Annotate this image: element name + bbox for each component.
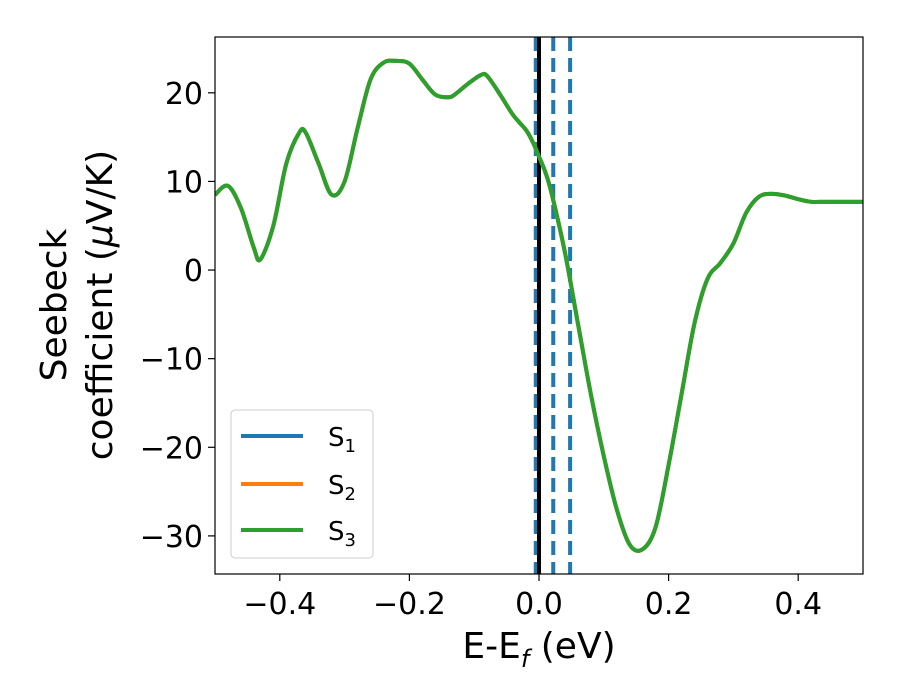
legend: S1 S2 S3: [230, 409, 374, 559]
y-tick-label: 10: [165, 165, 203, 200]
x-axis-title-main: E-E: [462, 626, 520, 667]
y-axis-title-post: V/K): [80, 150, 121, 224]
x-axis-ticks: −0.4 −0.2 0.0 0.2 0.4: [243, 574, 822, 622]
y-axis-title: Seebeck coefficient (μV/K): [34, 150, 121, 460]
x-tick-label: 0.2: [645, 587, 693, 622]
legend-label-s3-name: S: [328, 517, 345, 547]
legend-label-s3: S3: [328, 517, 356, 551]
legend-label-s1-sub: 1: [345, 436, 356, 457]
legend-label-s1-name: S: [328, 423, 345, 453]
plot-frame: [214, 36, 864, 575]
y-tick-label: 0: [184, 254, 203, 289]
y-tick-label: −30: [140, 520, 203, 555]
y-axis-title-mu: μ: [80, 224, 121, 248]
y-tick-label: 20: [165, 77, 203, 112]
x-axis-title-unit: (eV): [529, 626, 615, 667]
y-tick-label: −20: [140, 431, 203, 466]
y-axis-title-pre: coefficient (: [80, 247, 121, 460]
legend-label-s2-sub: 2: [345, 484, 356, 505]
y-axis-title-line1: Seebeck: [34, 228, 75, 381]
legend-label-s2-name: S: [328, 471, 345, 501]
y-axis-ticks: −30 −20 −10 0 10 20: [140, 77, 215, 555]
y-axis-title-line2: coefficient (μV/K): [80, 150, 121, 460]
legend-label-s3-sub: 3: [345, 530, 356, 551]
x-axis-title: E-Ef (eV): [462, 626, 615, 673]
x-tick-label: 0.0: [515, 587, 563, 622]
series-lines: [215, 58, 863, 553]
series-line-s3: [215, 58, 863, 553]
legend-label-s2: S2: [328, 471, 356, 505]
x-tick-label: −0.2: [373, 587, 446, 622]
x-tick-label: −0.4: [243, 587, 316, 622]
y-tick-label: −10: [140, 343, 203, 378]
reference-lines: [533, 37, 573, 574]
x-tick-label: 0.4: [774, 587, 822, 622]
legend-label-s1: S1: [328, 423, 356, 457]
